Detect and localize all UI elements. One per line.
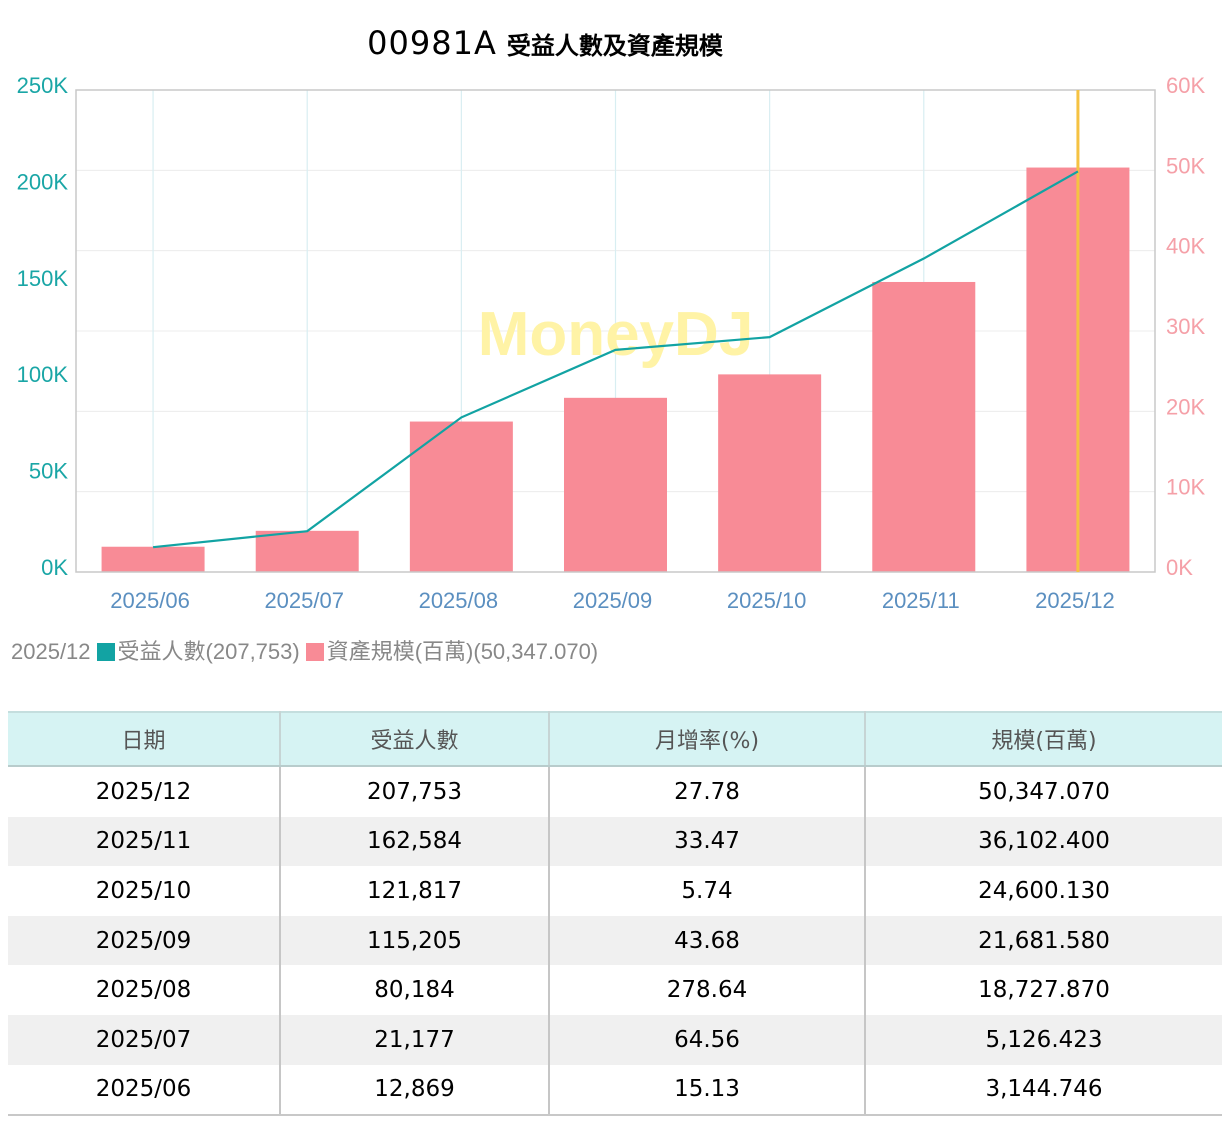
cell-date: 2025/07 (8, 1014, 281, 1065)
cell-size: 3,144.746 (865, 1064, 1222, 1117)
cell-date: 2025/10 (8, 866, 281, 916)
table-row: 2025/09 115,205 43.68 21,681.580 (8, 915, 1222, 966)
cell-holders: 121,817 (280, 866, 550, 916)
cell-size: 50,347.070 (978, 778, 1110, 805)
cell-holders: 21,177 (280, 1014, 550, 1065)
bar-asset-size (718, 374, 822, 572)
left-axis-tick: 150K (17, 266, 69, 291)
table-header-row: 日期 受益人數 月增率(%) 規模(百萬) (8, 711, 1222, 767)
right-axis-tick: 30K (1166, 314, 1205, 339)
cell-growth: 15.13 (549, 1064, 866, 1117)
cell-date: 2025/08 (8, 965, 281, 1015)
cell-size: 24,600.130 (978, 877, 1110, 904)
x-axis-tick: 2025/08 (419, 588, 499, 613)
chart-legend: 2025/12 受益人數(207,753) 資產規模(百萬)(50,347.070) (11, 634, 598, 666)
right-axis-tick: 20K (1166, 394, 1205, 419)
bar-asset-size (564, 397, 667, 572)
x-axis-tick: 2025/09 (573, 588, 653, 613)
right-axis-tick: 10K (1166, 475, 1205, 500)
left-axis-tick: 100K (17, 362, 69, 387)
bar-asset-size (101, 546, 205, 572)
legend-bar-label[interactable]: 資產規模(百萬)(50,347.070) (326, 639, 599, 664)
cell-growth: 278.64 (549, 965, 866, 1015)
bar-asset-size (409, 421, 513, 572)
left-axis-tick: 50K (29, 459, 68, 484)
x-axis-tick: 2025/07 (264, 588, 344, 613)
table-row: 2025/12 207,753 27.78 50,347.070 (8, 766, 1222, 817)
header-growth: 月增率(%) (549, 711, 866, 767)
header-size: 規模(百萬) (865, 711, 1222, 767)
fund-code: 00981A (367, 24, 497, 62)
header-holders: 受益人數 (280, 711, 550, 767)
cell-growth: 43.68 (549, 915, 866, 966)
cell-growth: 64.56 (549, 1014, 866, 1065)
cell-size: 18,727.870 (978, 977, 1110, 1004)
legend-line-swatch (96, 643, 115, 661)
cell-holders: 115,205 (280, 915, 550, 966)
cell-holders: 162,584 (280, 816, 550, 867)
cell-growth: 33.47 (549, 816, 866, 867)
right-axis-tick: 0K (1166, 555, 1193, 580)
table-row: 2025/10 121,817 5.74 24,600.130 (8, 866, 1222, 916)
chart-name: 受益人數及資產規模 (506, 32, 723, 60)
header-date: 日期 (8, 711, 281, 767)
legend-bar-swatch (305, 643, 324, 661)
table-row: 2025/06 12,869 15.13 3,144.746 (8, 1064, 1222, 1117)
cell-holders: 80,184 (280, 965, 550, 1015)
right-axis-tick: 40K (1166, 234, 1205, 259)
bar-asset-size (255, 530, 359, 572)
watermark: MoneyDJ (478, 300, 754, 369)
cell-size: 5,126.423 (865, 1014, 1222, 1065)
cell-holders: 12,869 (280, 1064, 550, 1117)
left-axis-tick: 200K (17, 169, 69, 194)
legend-period: 2025/12 (11, 639, 91, 664)
cell-growth: 27.78 (549, 766, 866, 817)
x-axis-tick: 2025/10 (727, 588, 807, 613)
left-axis-tick: 250K (17, 73, 69, 98)
bar-asset-size (872, 281, 976, 572)
left-axis-tick: 0K (41, 555, 68, 580)
legend-line-label[interactable]: 受益人數(207,753) (117, 639, 300, 664)
table-row: 2025/07 21,177 64.56 5,126.423 (8, 1014, 1222, 1065)
x-axis-tick: 2025/12 (1035, 588, 1115, 613)
right-axis-tick: 50K (1166, 153, 1205, 178)
plot-border (75, 89, 1156, 573)
line-beneficiaries (152, 170, 1079, 549)
x-axis-tick: 2025/06 (110, 588, 190, 613)
chart-title: 00981A 受益人數及資產規模 (0, 24, 1090, 62)
cell-date: 2025/09 (8, 915, 281, 966)
cell-size: 21,681.580 (865, 915, 1222, 966)
cell-growth: 5.74 (549, 866, 866, 916)
x-axis-tick: 2025/11 (882, 588, 960, 613)
cell-size: 36,102.400 (865, 816, 1222, 867)
chart: MoneyDJ 0K 50K 100K 150K 200K 250K 0K 10K 20K 30K 4… (17, 73, 1206, 613)
table-row: 2025/11 162,584 33.47 36,102.400 (8, 816, 1222, 867)
cell-holders: 207,753 (280, 766, 550, 817)
cell-date: 2025/12 (8, 766, 281, 817)
right-axis-tick: 60K (1166, 73, 1205, 98)
data-table: 日期 受益人數 月增率(%) 規模(百萬) 2025/12 207,753 27.7… (8, 711, 1222, 1117)
table-row: 2025/08 80,184 278.64 18,727.870 (8, 965, 1222, 1015)
cell-date: 2025/11 (8, 816, 281, 867)
cell-date: 2025/06 (8, 1064, 281, 1117)
